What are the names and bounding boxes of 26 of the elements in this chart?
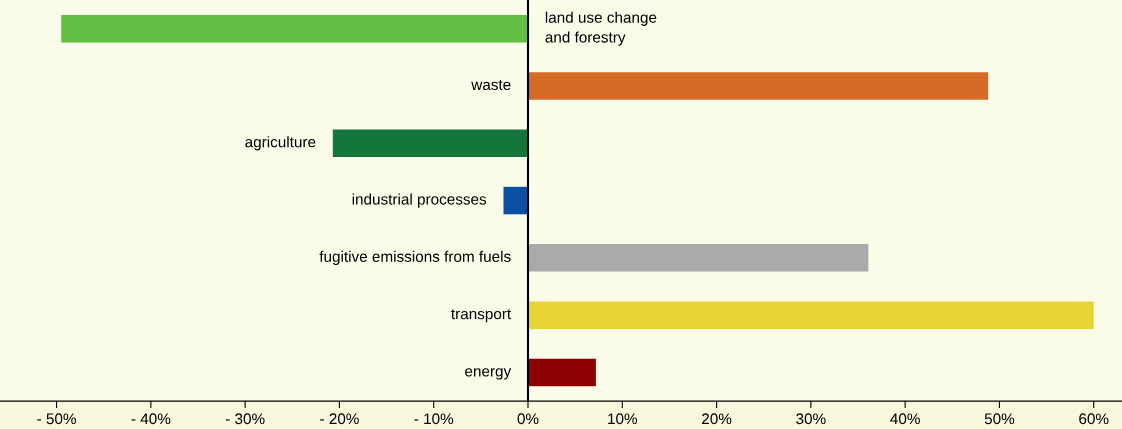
y-tick-label: transport [451,309,512,323]
x-tick-label: - 30% [225,413,265,425]
y-tick-label: fugitive emissions from fuels [319,250,511,265]
bar [528,358,596,387]
bar [503,186,528,215]
x-tick-label: 60% [1079,413,1109,425]
y-tick-label: land use change and forestry [545,11,657,46]
x-tick-label: - 50% [37,413,76,425]
y-tick-label: energy [465,368,512,380]
x-tick-label: 50% [984,413,1015,425]
bar [332,129,528,158]
bar [61,14,528,43]
bar [528,301,1094,329]
x-tick-label: - 20% [320,413,359,425]
x-tick-label: - 10% [414,413,454,425]
x-tick-label: 10% [608,413,638,425]
y-tick-label: waste [471,80,511,91]
y-tick-label: agriculture [245,136,316,151]
x-tick-label: 40% [890,413,920,425]
bar [528,244,869,272]
x-tick-label: 20% [702,413,732,425]
x-tick-label: - 40% [131,413,171,425]
y-tick-label: industrial processes [352,193,487,208]
x-tick-label: 30% [796,413,826,425]
x-tick-label: 0% [517,413,539,425]
bar [528,72,989,100]
